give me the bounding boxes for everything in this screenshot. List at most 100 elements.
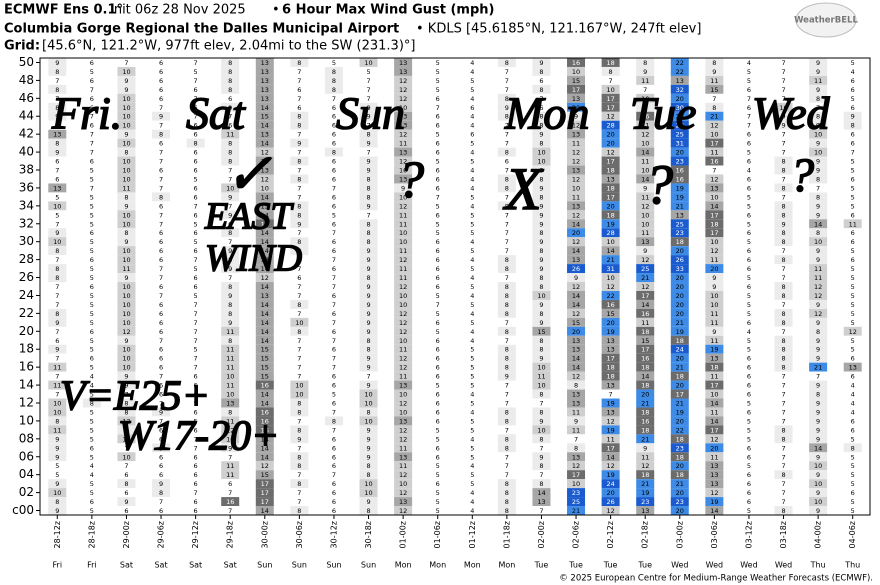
cell-label: 17 — [641, 292, 649, 300]
cell — [670, 129, 689, 139]
cell — [290, 479, 309, 489]
cell — [152, 371, 171, 381]
cell-label: 10 — [122, 140, 130, 148]
cell-label: 5 — [851, 435, 855, 443]
cell-label: 8 — [55, 310, 59, 318]
cell-label: 14 — [710, 399, 718, 407]
cell — [152, 246, 171, 256]
cell-label: 9 — [228, 444, 232, 452]
cell — [463, 237, 482, 247]
cell — [809, 353, 828, 363]
cell — [324, 156, 343, 166]
cell — [670, 452, 689, 462]
cell — [117, 371, 136, 381]
cell-label: 11 — [399, 265, 407, 273]
cell — [636, 452, 655, 462]
cell-label: 7 — [436, 193, 440, 201]
cell-label: 5 — [747, 417, 751, 425]
cell-label: 5 — [470, 399, 474, 407]
cell-label: 8 — [643, 104, 647, 112]
cell-label: 4 — [851, 391, 855, 399]
cell — [636, 290, 655, 300]
cell-label: 6 — [159, 202, 163, 210]
cell — [186, 120, 205, 130]
cell — [324, 389, 343, 399]
cell-label: 5 — [436, 292, 440, 300]
cell-label: 8 — [816, 391, 820, 399]
cell-label: 32 — [676, 86, 684, 94]
cell — [809, 398, 828, 408]
cell-label: 12 — [641, 131, 649, 139]
cell-label: 10 — [537, 149, 545, 157]
cell — [255, 111, 274, 121]
cell — [843, 317, 862, 327]
cell-label: 13 — [572, 399, 580, 407]
cell-label: 6 — [159, 310, 163, 318]
cell — [324, 461, 343, 471]
cell-label: 4 — [470, 507, 474, 515]
cell-label: 5 — [851, 292, 855, 300]
cell-label: 21 — [606, 256, 614, 264]
cell — [394, 326, 413, 336]
cell-label: 10 — [537, 426, 545, 434]
cell-label: 11 — [641, 193, 649, 201]
cell — [394, 156, 413, 166]
cell-label: 9 — [159, 480, 163, 488]
cell-label: 7 — [194, 310, 198, 318]
cell-label: 5 — [436, 489, 440, 497]
cell-label: 13 — [399, 453, 407, 461]
cell-label: 7 — [55, 292, 59, 300]
cell-label: 4 — [470, 435, 474, 443]
cell-label: 12 — [641, 462, 649, 470]
cell — [532, 120, 551, 130]
cell — [532, 416, 551, 426]
cell-label: 5 — [747, 220, 751, 228]
cell — [739, 219, 758, 229]
cell-label: 7 — [159, 265, 163, 273]
cell — [221, 416, 240, 426]
cell-label: 7 — [781, 408, 785, 416]
cell — [497, 461, 516, 471]
cell — [152, 282, 171, 291]
cell-label: 8 — [124, 229, 128, 237]
cell — [221, 255, 240, 265]
cell-label: 12 — [122, 417, 130, 425]
cell-label: 8 — [539, 86, 543, 94]
cell-label: 12 — [399, 283, 407, 291]
cell — [290, 129, 309, 139]
cell-label: 10 — [122, 211, 130, 219]
cell — [82, 237, 101, 247]
cell — [532, 282, 551, 291]
cell — [739, 425, 758, 435]
cell — [567, 201, 586, 211]
cell-label: 26 — [676, 256, 684, 264]
cell-label: 11 — [641, 319, 649, 327]
cell-label: 9 — [228, 247, 232, 255]
cell — [636, 210, 655, 220]
cell — [463, 479, 482, 489]
cell-label: 4 — [90, 373, 94, 381]
cell — [497, 380, 516, 390]
cell — [290, 380, 309, 390]
cell — [428, 147, 447, 157]
cell — [428, 111, 447, 121]
cell — [359, 416, 378, 426]
cell — [601, 398, 620, 408]
cell — [255, 255, 274, 265]
cell — [670, 326, 689, 336]
cell-label: 9 — [816, 122, 820, 130]
cell-label: 12 — [572, 211, 580, 219]
cell-label: 6 — [124, 507, 128, 515]
cell-label: 17 — [261, 220, 269, 228]
cell — [843, 255, 862, 265]
cell-label: 5 — [470, 382, 474, 390]
cell — [774, 299, 793, 309]
cell-label: 7 — [297, 292, 301, 300]
cell-label: 5 — [90, 211, 94, 219]
cell — [428, 264, 447, 274]
cell — [324, 326, 343, 336]
cell-label: 7 — [539, 95, 543, 103]
cell — [186, 299, 205, 309]
cell — [774, 66, 793, 76]
cell-label: 8 — [505, 310, 509, 318]
